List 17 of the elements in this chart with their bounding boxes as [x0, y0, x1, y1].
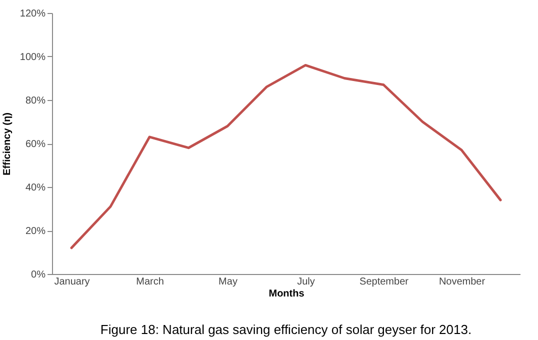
y-tick-label: 80% [25, 96, 46, 106]
x-tick-label: July [297, 276, 315, 288]
y-tick-label: 60% [25, 139, 46, 150]
y-tick-label: 100% [20, 52, 46, 63]
y-tick-label: 20% [25, 226, 46, 237]
x-axis-title: Months [268, 288, 305, 300]
x-tick-label: November [438, 276, 486, 288]
y-tick-label: 0% [31, 270, 46, 280]
y-tick-label: 120% [20, 8, 46, 20]
line-series [70, 64, 502, 250]
x-tick-label: January [54, 276, 90, 288]
y-axis-title: Efficiency (η) [2, 112, 13, 176]
x-tick-label: May [218, 276, 238, 288]
x-tick-label: September [360, 276, 410, 288]
x-tick-label: March [136, 276, 164, 288]
y-tick-label: 40% [25, 182, 46, 194]
caption: Figure 18: Natural gas saving efficiency of solar geyser for 2013. [100, 322, 472, 337]
